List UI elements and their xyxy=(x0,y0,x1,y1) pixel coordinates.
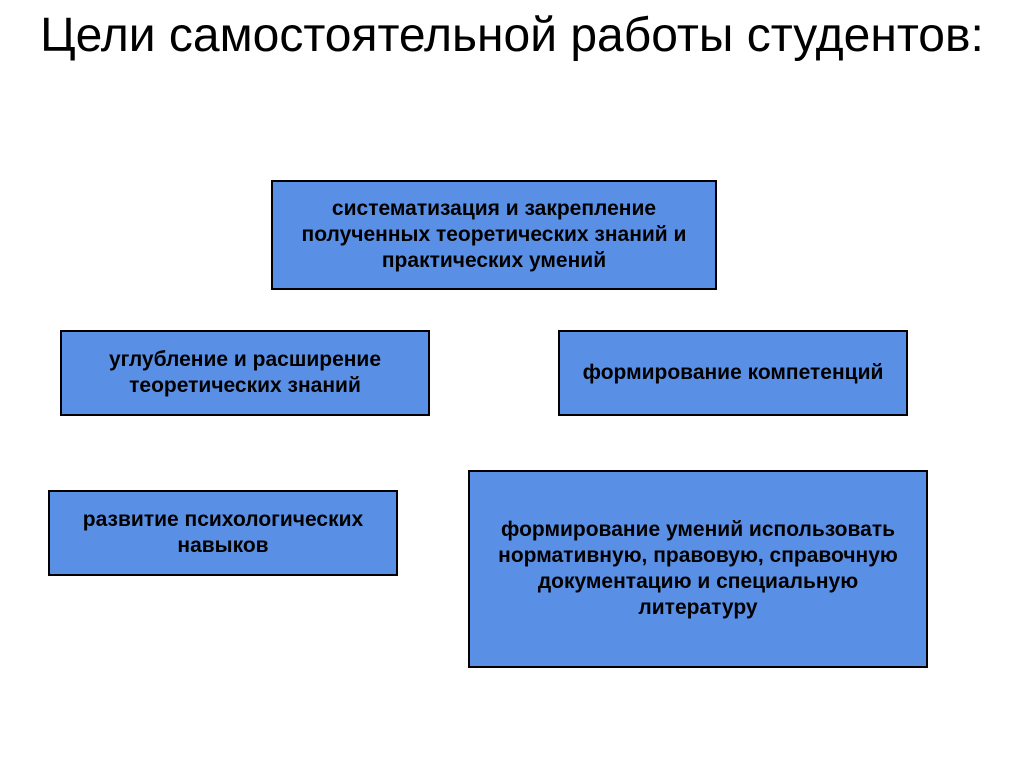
goal-box-text: углубление и расширение теоретических зн… xyxy=(72,347,418,400)
goal-box-text: систематизация и закрепление полученных … xyxy=(283,196,705,275)
goal-box-psychological: развитие психологических навыков xyxy=(48,490,398,576)
goal-box-documentation: формирование умений использовать нормати… xyxy=(468,470,928,668)
goal-box-deepening: углубление и расширение теоретических зн… xyxy=(60,330,430,416)
goal-box-competencies: формирование компетенций xyxy=(558,330,908,416)
goal-box-text: формирование компетенций xyxy=(583,360,884,386)
goal-box-text: формирование умений использовать нормати… xyxy=(480,517,916,622)
slide-title: Цели самостоятельной работы студентов: xyxy=(0,0,1024,63)
goal-box-text: развитие психологических навыков xyxy=(60,507,386,560)
goal-box-systematization: систематизация и закрепление полученных … xyxy=(271,180,717,290)
